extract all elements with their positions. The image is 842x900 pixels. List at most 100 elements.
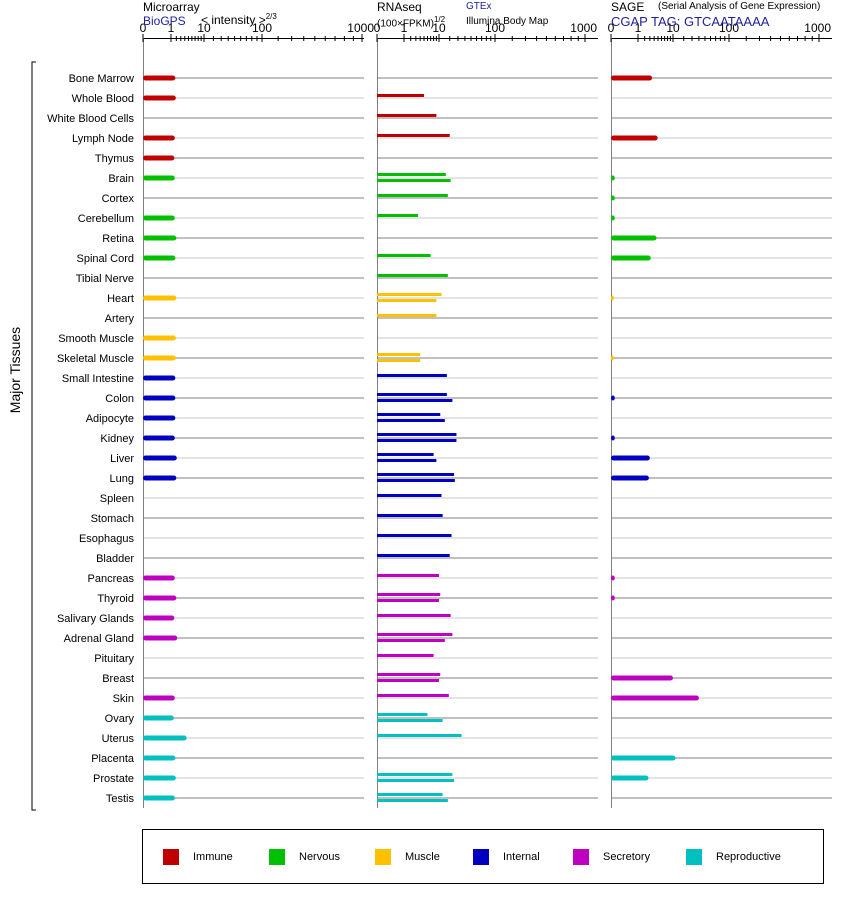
fpkm-label: (100×FPKM): [377, 18, 434, 30]
rnaseq-bar-illumina: [377, 359, 421, 362]
tissue-label: Skin: [113, 693, 134, 705]
tissue-label: Ovary: [105, 713, 135, 725]
sage-title: SAGE: [611, 0, 645, 14]
tissue-label: Cortex: [102, 193, 135, 205]
sage-bar: [611, 195, 615, 201]
microarray-bar: [143, 395, 176, 401]
microarray-bar: [143, 455, 177, 461]
tissue-label: Kidney: [100, 433, 134, 445]
tissue-label: Retina: [102, 233, 135, 245]
rnaseq-bar: [377, 114, 437, 117]
microarray-bar: [143, 595, 177, 601]
rnaseq-bar: [377, 614, 451, 617]
tissue-label: Skeletal Muscle: [57, 353, 134, 365]
sage-bar: [611, 675, 673, 681]
tissue-label: Adipocyte: [86, 413, 134, 425]
rnaseq-bar: [377, 654, 434, 657]
rnaseq-bar: [377, 314, 437, 317]
intensity-exponent: 2/3: [265, 12, 277, 21]
microarray-tick-label: 0: [140, 21, 147, 35]
rnaseq-tick-label: 1000: [570, 21, 597, 35]
sage-tick-label: 1000: [804, 21, 831, 35]
rnaseq-bar: [377, 554, 450, 557]
legend-label: Nervous: [299, 851, 340, 863]
sage-bar: [611, 755, 676, 761]
tissue-label: Uterus: [102, 733, 135, 745]
tissue-label: White Blood Cells: [47, 113, 134, 125]
sage-bar: [611, 435, 615, 441]
rnaseq-tick-label: 100: [485, 21, 505, 35]
rnaseq-bar-illumina: [377, 179, 451, 182]
rnaseq-bar-illumina: [377, 599, 439, 602]
rnaseq-bar: [377, 534, 452, 537]
sage-subtitle: (Serial Analysis of Gene Expression): [658, 1, 821, 12]
microarray-bar: [143, 295, 177, 301]
sage-bar: [611, 595, 615, 601]
sage-tick-label: 100: [719, 21, 739, 35]
sage-bar: [611, 395, 615, 401]
microarray-bar: [143, 135, 175, 141]
tissue-label: Spleen: [100, 493, 134, 505]
illumina-label: Illumina Body Map: [466, 16, 549, 27]
rnaseq-bar-illumina: [377, 459, 437, 462]
microarray-tick-label: 1000: [347, 21, 374, 35]
microarray-bar: [143, 415, 176, 421]
microarray-bar: [143, 215, 175, 221]
rnaseq-bar: [377, 694, 449, 697]
rnaseq-bar-illumina: [377, 719, 443, 722]
legend-swatch: [573, 849, 589, 865]
y-axis-label: Major Tissues: [7, 326, 23, 414]
rnaseq-bar-gtex: [377, 453, 434, 456]
rnaseq-bar-illumina: [377, 779, 455, 782]
tissue-label: Small Intestine: [62, 373, 134, 385]
rnaseq-bar-gtex: [377, 353, 421, 356]
legend: Immune Nervous Muscle Internal Secretory Repr…: [142, 829, 824, 884]
rnaseq-bar-gtex: [377, 393, 447, 396]
tissue-label: Prostate: [93, 773, 134, 785]
rnaseq-tick-label: 1: [401, 21, 408, 35]
rnaseq-bar: [377, 574, 439, 577]
microarray-bar: [143, 575, 175, 581]
legend-label: Secretory: [603, 851, 651, 863]
tissue-label: Bladder: [96, 553, 134, 565]
microarray-bar: [143, 795, 175, 801]
sage-bar: [611, 455, 650, 461]
rnaseq-bar-gtex: [377, 773, 453, 776]
tissue-label: Thyroid: [97, 593, 134, 605]
rnaseq-bar: [377, 194, 448, 197]
microarray-bar: [143, 355, 176, 361]
rnaseq-bar-gtex: [377, 173, 446, 176]
tissue-label: Thymus: [95, 153, 135, 165]
sage-bar: [611, 175, 615, 181]
sage-bar: [611, 695, 699, 701]
rnaseq-bar-illumina: [377, 299, 437, 302]
rnaseq-bar: [377, 494, 442, 497]
sage-tick-label: 1: [635, 21, 642, 35]
microarray-bar: [143, 95, 176, 101]
tissue-label: Artery: [105, 313, 135, 325]
rnaseq-bar-gtex: [377, 673, 441, 676]
sage-bar: [611, 775, 649, 781]
tissue-label: Brain: [108, 173, 134, 185]
microarray-bar: [143, 775, 176, 781]
rnaseq-unit: (100×FPKM)1/2: [377, 15, 445, 29]
rnaseq-bar-illumina: [377, 799, 448, 802]
tissue-label: Smooth Muscle: [58, 333, 134, 345]
microarray-bar: [143, 695, 175, 701]
tissue-label: Salivary Glands: [57, 613, 135, 625]
legend-swatch: [269, 849, 285, 865]
rnaseq-bar-gtex: [377, 633, 453, 636]
rnaseq-bar-illumina: [377, 679, 439, 682]
tissue-label: Testis: [106, 793, 135, 805]
tissue-label: Cerebellum: [78, 213, 134, 225]
rnaseq-tick-label: 10: [432, 21, 446, 35]
sage-bar: [611, 135, 658, 141]
microarray-bar: [143, 155, 175, 161]
tissue-label: Tibial Nerve: [76, 273, 134, 285]
legend-swatch: [473, 849, 489, 865]
legend-label: Reproductive: [716, 851, 781, 863]
rnaseq-bar-gtex: [377, 413, 441, 416]
microarray-bar: [143, 635, 178, 641]
tissue-label: Heart: [107, 293, 134, 305]
